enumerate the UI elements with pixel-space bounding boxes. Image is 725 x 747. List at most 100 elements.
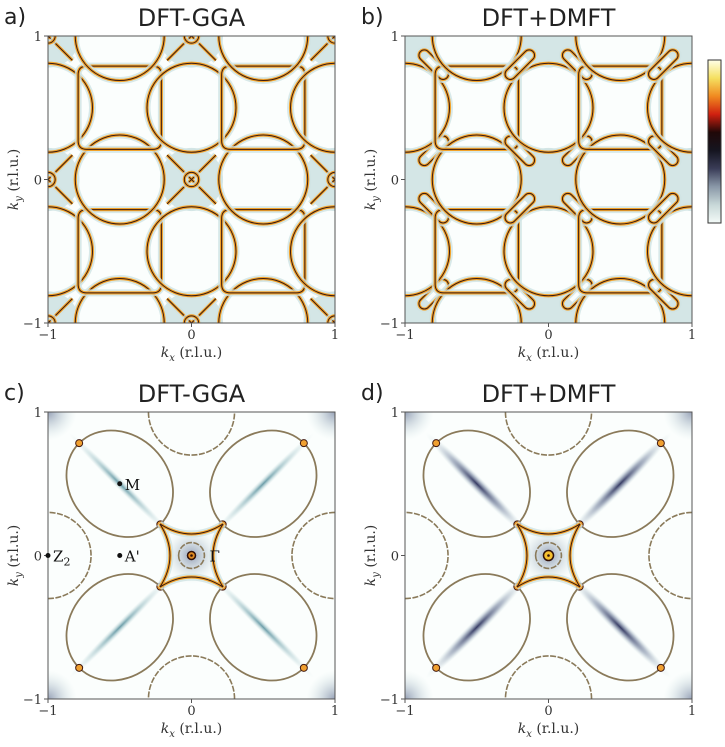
edge-pocket	[48, 511, 92, 600]
y-axis-k: k	[6, 202, 22, 210]
x-axis-unit: (r.l.u.)	[532, 345, 579, 361]
elongated-pocket-line-core	[648, 49, 679, 80]
elongated-pocket	[359, 335, 393, 369]
circle-pocket-core	[48, 206, 93, 297]
x-crossing-core	[310, 298, 335, 323]
elongated-pocket-line	[359, 335, 393, 369]
elongated-pocket	[645, 333, 664, 370]
elongated-pocket-line-core	[359, 335, 393, 369]
elongated-pocket-line-core	[504, 192, 536, 224]
x-axis-k: k	[518, 721, 526, 737]
panel-label: c)	[4, 381, 25, 406]
x-tick-label: 1	[331, 704, 339, 719]
elongated-pocket-line-core	[504, 49, 536, 80]
x-tick-label: 0	[544, 704, 552, 719]
elongated-pocket	[501, 46, 539, 83]
center-pocket-core	[327, 171, 335, 188]
spectral-blob	[159, 291, 224, 323]
elongated-pocket-line	[704, 0, 725, 24]
center-pocket-core	[48, 171, 56, 188]
elongated-pocket-line	[433, 0, 451, 24]
y-tick-label: −1	[23, 317, 42, 332]
elongated-pocket-line-glow	[704, 0, 725, 24]
spectral-blob	[48, 412, 77, 441]
diagonal-streak	[425, 576, 528, 679]
elongated-pocket	[645, 46, 682, 83]
circle-pocket-core	[74, 36, 165, 81]
elongated-pocket	[501, 132, 538, 169]
spectral-blob	[405, 412, 434, 441]
y-tick-label: 1	[34, 406, 42, 421]
y-tick-label: −1	[380, 317, 399, 332]
x-axis-sub: x	[169, 353, 175, 364]
x-crossing-core	[48, 154, 73, 205]
x-axis-unit: (r.l.u.)	[175, 345, 222, 361]
elongated-pocket	[376, 46, 395, 83]
y-tick-label: 0	[34, 174, 42, 189]
circle-pocket-core	[74, 134, 165, 225]
circle-pocket-core	[218, 278, 309, 323]
x-axis-label: kx (r.l.u.)	[161, 345, 223, 364]
y-axis-sub: y	[371, 196, 382, 203]
elongated-pocket	[645, 0, 664, 26]
circle-pocket-core	[405, 62, 450, 153]
x-crossing-core	[310, 36, 335, 61]
elongated-pocket-line-core	[504, 279, 536, 310]
edge-pocket	[147, 655, 236, 699]
panel-title: DFT+DMFT	[482, 380, 616, 408]
circle-pocket-core	[146, 206, 237, 297]
circle-pocket-core	[218, 36, 309, 81]
symmetry-point-name: A'	[124, 548, 140, 566]
hot-spot	[656, 663, 665, 672]
y-axis-k: k	[363, 202, 379, 210]
x-tick-label: 0	[187, 704, 195, 719]
elongated-pocket	[704, 335, 725, 369]
gamma-core	[547, 554, 550, 557]
circle-pocket-core	[290, 206, 335, 297]
diagonal-streak	[212, 432, 315, 535]
panel-label: b)	[361, 5, 384, 30]
x-axis-label: kx (r.l.u.)	[161, 721, 223, 740]
center-pocket-core	[183, 171, 200, 188]
center-pocket-core	[183, 36, 200, 44]
y-axis-label: ky (r.l.u.)	[363, 525, 382, 587]
y-tick-label: 1	[391, 30, 399, 45]
x-crossing-core	[310, 154, 335, 205]
y-tick-label: −1	[23, 693, 42, 708]
panel-title: DFT-GGA	[138, 380, 246, 408]
y-axis-unit: (r.l.u.)	[363, 525, 379, 572]
elongated-pocket	[376, 276, 395, 313]
gamma-ring	[534, 541, 563, 570]
spectral-blob	[663, 412, 692, 441]
circle-pocket-core	[146, 62, 237, 153]
elongated-pocket-line-core	[648, 192, 679, 224]
symmetry-point-label: A'	[124, 548, 140, 566]
hot-spot	[75, 663, 84, 672]
x-axis-sub: x	[526, 353, 532, 364]
elongated-pocket	[433, 333, 452, 370]
elongated-pocket	[645, 276, 682, 313]
colorbar	[707, 59, 722, 224]
diagonal-streak	[425, 432, 528, 535]
elongated-pocket-line-core	[376, 279, 392, 310]
spectral-blob	[663, 670, 692, 699]
x-tick-label: 1	[331, 328, 339, 343]
elongated-pocket-line-glow	[645, 333, 664, 370]
spectral-blob	[306, 670, 335, 699]
circle-pocket-core	[431, 134, 522, 225]
y-axis-unit: (r.l.u.)	[6, 149, 22, 196]
y-tick-label: 0	[391, 174, 399, 189]
gamma-ring	[177, 541, 206, 570]
x-tick-label: −1	[395, 328, 414, 343]
elongated-pocket-line-core	[376, 49, 392, 80]
elongated-pocket-line	[704, 277, 721, 311]
gamma-core	[190, 554, 193, 557]
panel-title: DFT+DMFT	[482, 4, 616, 32]
elongated-pocket-line	[704, 335, 725, 369]
spectral-blob	[405, 670, 434, 699]
elongated-pocket-line-glow	[704, 335, 725, 369]
x-tick-label: −1	[395, 704, 414, 719]
